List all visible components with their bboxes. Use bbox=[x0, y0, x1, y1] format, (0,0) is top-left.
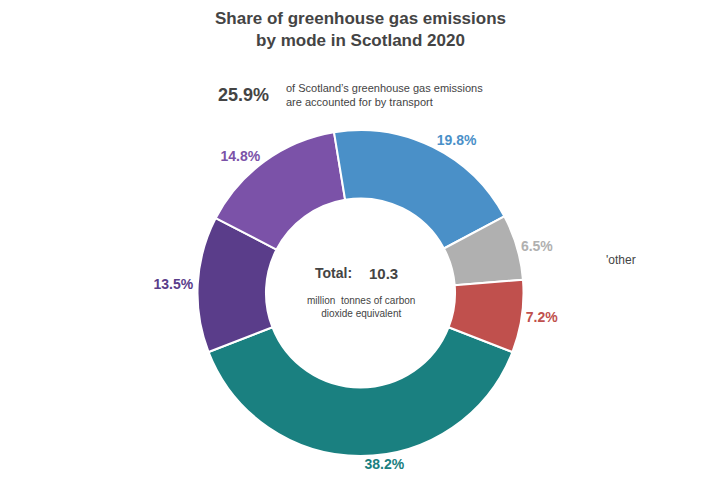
svg-text:25.9%: 25.9% bbox=[218, 85, 269, 105]
svg-text:14.8%: 14.8% bbox=[220, 148, 260, 164]
svg-text:6.5%: 6.5% bbox=[521, 238, 553, 254]
svg-text:Total:: Total: bbox=[315, 265, 352, 281]
svg-text:10.3: 10.3 bbox=[369, 265, 398, 282]
svg-text:million tonnes of carbondioxi: million tonnes of carbondioxide equivale… bbox=[307, 295, 415, 319]
svg-text:Share of greenhouse gas emissi: Share of greenhouse gas emissionsby mode… bbox=[215, 9, 506, 50]
svg-text:of Scotland’s greenhouse gas e: of Scotland’s greenhouse gas emissionsar… bbox=[286, 82, 483, 108]
svg-text:7.2%: 7.2% bbox=[526, 309, 558, 325]
svg-text:13.5%: 13.5% bbox=[153, 276, 193, 292]
svg-text:19.8%: 19.8% bbox=[437, 132, 477, 148]
svg-text:38.2%: 38.2% bbox=[365, 456, 405, 472]
svg-text:'other: 'other bbox=[606, 253, 636, 267]
